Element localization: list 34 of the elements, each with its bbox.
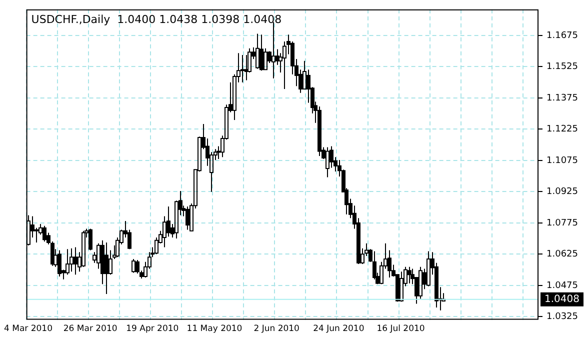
candlestick (326, 146, 330, 178)
y-tick-label: 1.1225 (546, 124, 578, 135)
candlestick (408, 266, 412, 284)
y-tick-label: 1.0925 (546, 187, 578, 198)
y-tick-label: 1.0775 (546, 218, 578, 228)
candlestick (108, 250, 112, 276)
x-tick-label: 2 Jun 2010 (254, 324, 300, 334)
x-tick-label: 24 Jun 2010 (313, 324, 364, 334)
chart-title: USDCHF.,Daily 1.0400 1.0438 1.0398 1.0408 (31, 12, 282, 26)
candlestick (256, 33, 260, 70)
x-tick-label: 16 Jul 2010 (376, 324, 425, 334)
x-tick-label: 26 Mar 2010 (63, 324, 118, 334)
candlestick (426, 250, 430, 287)
candlestick (66, 248, 70, 276)
y-tick-label: 1.0325 (546, 312, 578, 322)
candlestick (372, 250, 376, 280)
candlestick (104, 242, 108, 294)
y-tick-label: 1.1375 (546, 93, 578, 104)
ref-line-label: 1.0408 (544, 294, 580, 305)
candlestick (70, 248, 74, 272)
candlestick (240, 54, 244, 83)
y-tick-label: 1.1675 (546, 30, 578, 41)
candlestick (186, 206, 190, 230)
candlestick (74, 246, 78, 276)
x-tick-label: 19 Apr 2010 (126, 324, 179, 334)
x-tick-label: 11 May 2010 (186, 324, 242, 334)
x-tick-label: 4 Mar 2010 (4, 324, 52, 334)
y-tick-label: 1.0625 (546, 250, 578, 260)
candlestick (260, 34, 264, 72)
candlestick (34, 227, 38, 244)
y-tick-label: 1.0475 (546, 280, 578, 291)
y-tick-label: 1.1525 (546, 62, 578, 72)
y-tick-label: 1.1075 (546, 156, 578, 166)
candlestick (272, 22, 276, 79)
